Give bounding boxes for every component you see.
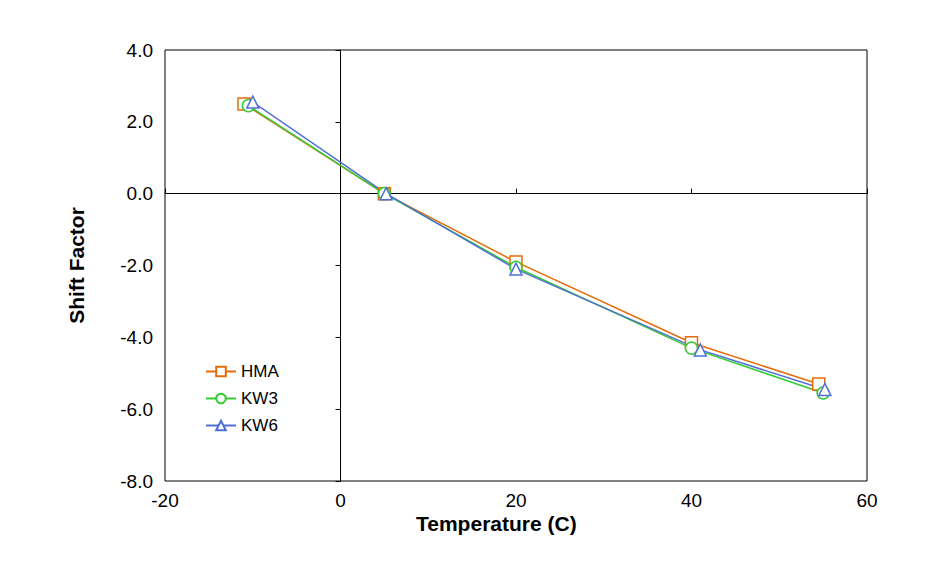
svg-text:20: 20	[505, 490, 526, 511]
svg-text:KW3: KW3	[241, 389, 278, 408]
svg-text:60: 60	[856, 490, 877, 511]
svg-text:-8.0: -8.0	[120, 471, 153, 492]
svg-text:Shift Factor: Shift Factor	[65, 207, 88, 324]
svg-text:KW6: KW6	[241, 416, 278, 435]
svg-text:-4.0: -4.0	[120, 327, 153, 348]
svg-text:0.0: 0.0	[127, 183, 153, 204]
svg-text:-2.0: -2.0	[120, 255, 153, 276]
svg-text:-6.0: -6.0	[120, 399, 153, 420]
svg-text:4.0: 4.0	[127, 40, 153, 61]
svg-text:2.0: 2.0	[127, 111, 153, 132]
svg-text:HMA: HMA	[241, 362, 279, 381]
svg-text:Temperature (C): Temperature (C)	[416, 512, 577, 535]
svg-text:40: 40	[681, 490, 702, 511]
svg-text:-20: -20	[151, 490, 178, 511]
svg-text:0: 0	[335, 490, 346, 511]
